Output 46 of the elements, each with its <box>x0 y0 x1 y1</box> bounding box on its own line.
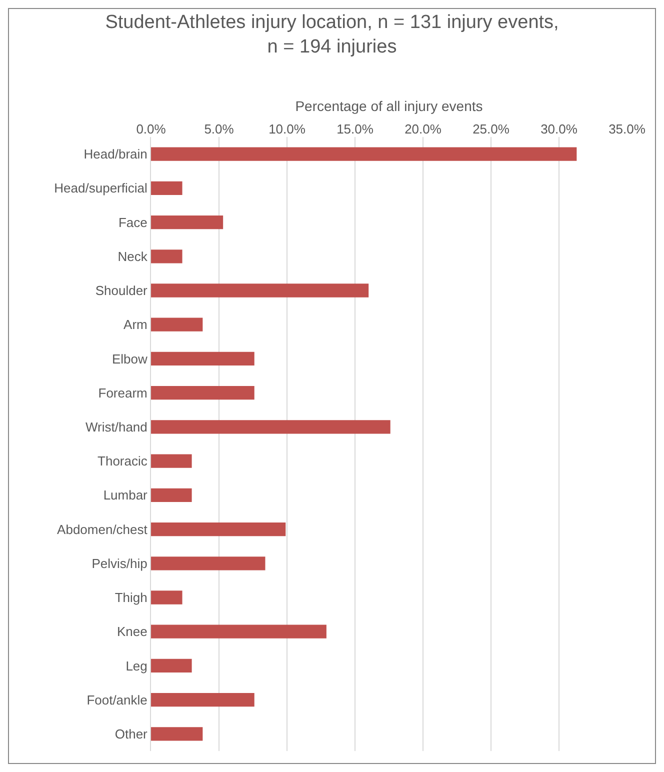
bar <box>151 658 192 673</box>
x-tick-label: 35.0% <box>608 121 646 136</box>
bar <box>151 250 182 264</box>
x-axis-title: Percentage of all injury events <box>295 98 483 114</box>
y-tick-label: Forearm <box>98 385 148 400</box>
y-tick-label: Abdomen/chest <box>57 522 148 537</box>
x-tick-label: 25.0% <box>472 121 510 136</box>
y-tick-label: Knee <box>117 624 148 640</box>
bar <box>151 386 254 400</box>
chart-title: Student-Athletes injury location, n = 131 injury events, n = 194 injuries <box>105 12 559 58</box>
x-tick-label: 30.0% <box>540 121 578 136</box>
bar <box>151 181 182 195</box>
y-tick-label: Thoracic <box>98 454 148 469</box>
y-tick-label: Arm <box>124 317 148 332</box>
bar <box>151 522 286 536</box>
y-tick-label: Face <box>118 214 148 230</box>
y-tick-label: Lumbar <box>103 488 148 503</box>
y-tick-label: Thigh <box>114 590 148 606</box>
x-tick-label: 20.0% <box>404 121 442 136</box>
bar <box>151 727 203 741</box>
y-tick-label: Leg <box>126 658 148 674</box>
bar <box>151 624 326 638</box>
bar <box>151 454 192 468</box>
bar <box>151 147 577 161</box>
y-tick-label: Head/superficial <box>54 180 148 196</box>
y-tick-label: Elbow <box>112 351 148 366</box>
y-tick-label: Head/brain <box>84 146 148 162</box>
bar <box>151 556 266 570</box>
x-tick-label: 15.0% <box>336 121 374 136</box>
y-tick-label: Foot/ankle <box>86 692 148 708</box>
y-tick-label: Neck <box>118 248 148 264</box>
y-tick-label: Shoulder <box>95 283 148 298</box>
x-tick-label: 10.0% <box>268 121 306 136</box>
bar <box>151 215 224 230</box>
y-tick-label: Other <box>114 726 148 742</box>
x-tick-label: 5.0% <box>204 121 234 136</box>
y-tick-label: Pelvis/hip <box>92 556 148 571</box>
bar <box>151 420 390 434</box>
y-tick-label: Wrist/hand <box>85 419 148 434</box>
bar <box>151 352 254 366</box>
bar <box>151 488 192 502</box>
bar <box>151 693 254 707</box>
x-tick-label: 0.0% <box>136 121 166 136</box>
bar <box>151 590 182 604</box>
bar <box>151 318 203 332</box>
bar <box>151 284 369 298</box>
